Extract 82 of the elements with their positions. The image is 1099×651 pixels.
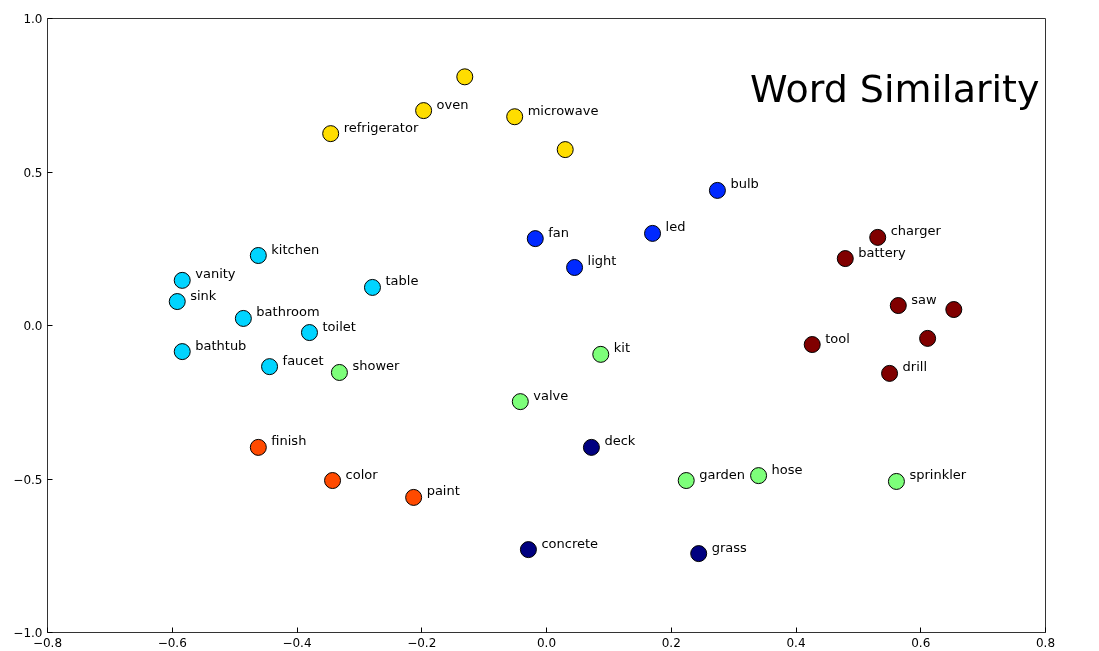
point — [168, 293, 186, 311]
point — [644, 224, 662, 242]
x-tick-label: 0.2 — [661, 635, 681, 650]
annotation: paint — [426, 483, 460, 499]
x-tick-label: 0.8 — [1035, 635, 1056, 650]
point — [566, 258, 584, 276]
point — [592, 345, 610, 363]
point — [708, 181, 726, 199]
x-tick-label: 0.4 — [786, 635, 806, 650]
annotation: hose — [771, 461, 803, 477]
point — [887, 472, 905, 490]
annotation: saw — [911, 291, 938, 307]
point — [511, 393, 529, 411]
point — [750, 467, 768, 485]
annotation: light — [587, 253, 617, 269]
point — [526, 230, 544, 248]
point — [173, 271, 191, 289]
annotation: bathroom — [256, 304, 320, 320]
annotation: charger — [890, 223, 942, 239]
annotation: tool — [825, 330, 850, 346]
x-tick-label: −0.2 — [407, 635, 437, 650]
annotation: led — [665, 219, 686, 235]
point — [582, 438, 600, 456]
point — [234, 309, 252, 327]
annotation: grass — [711, 539, 748, 555]
point — [519, 541, 537, 559]
point — [690, 545, 708, 563]
y-tick-label: 0.5 — [23, 165, 43, 180]
annotation: bathtub — [195, 337, 247, 353]
point — [363, 278, 381, 296]
point — [322, 125, 340, 143]
point — [261, 358, 279, 376]
annotation: microwave — [527, 102, 599, 118]
y-tick-label: 1.0 — [23, 12, 43, 26]
point — [506, 108, 524, 126]
y-tick-label: −0.5 — [13, 472, 43, 487]
annotation: color — [345, 466, 379, 482]
point — [405, 488, 423, 506]
annotation: oven — [436, 96, 469, 112]
x-tick-label: −0.6 — [157, 635, 187, 650]
point — [330, 363, 348, 381]
annotation: concrete — [541, 535, 599, 551]
point — [456, 68, 474, 86]
annotation: table — [385, 273, 419, 289]
annotation: kitchen — [271, 241, 320, 257]
point — [249, 247, 267, 264]
point — [919, 329, 937, 347]
annotation: kit — [613, 340, 631, 356]
point — [945, 301, 963, 319]
annotation: sprinkler — [909, 467, 967, 483]
point — [869, 228, 887, 246]
annotation: battery — [858, 244, 907, 260]
point — [836, 250, 854, 268]
annotation: faucet — [282, 352, 324, 368]
x-tick-label: 0.0 — [536, 635, 557, 650]
annotation: valve — [533, 387, 569, 403]
point — [324, 472, 342, 490]
point — [889, 297, 907, 315]
point — [556, 141, 574, 159]
annotation: toilet — [322, 318, 356, 334]
y-tick-label: −1.0 — [13, 626, 43, 640]
annotation: garden — [699, 466, 746, 482]
point — [173, 343, 191, 361]
point — [677, 472, 695, 490]
annotation: deck — [604, 433, 636, 449]
point — [881, 364, 899, 382]
x-tick-label: −0.4 — [282, 635, 312, 650]
x-tick-label: 0.6 — [911, 635, 931, 650]
point — [249, 438, 267, 456]
point — [300, 324, 318, 342]
point — [803, 336, 821, 354]
annotation: drill — [902, 359, 927, 375]
annotation: bulb — [730, 176, 759, 192]
y-tick-label: 0.0 — [23, 319, 43, 333]
point — [415, 102, 433, 120]
annotation: shower — [352, 358, 401, 374]
annotation: finish — [271, 433, 307, 449]
annotation: refrigerator — [343, 119, 419, 135]
annotation: vanity — [195, 266, 236, 282]
text: Word Similarity — [750, 66, 1040, 111]
annotation: sink — [190, 287, 217, 303]
annotation: fan — [548, 224, 570, 240]
